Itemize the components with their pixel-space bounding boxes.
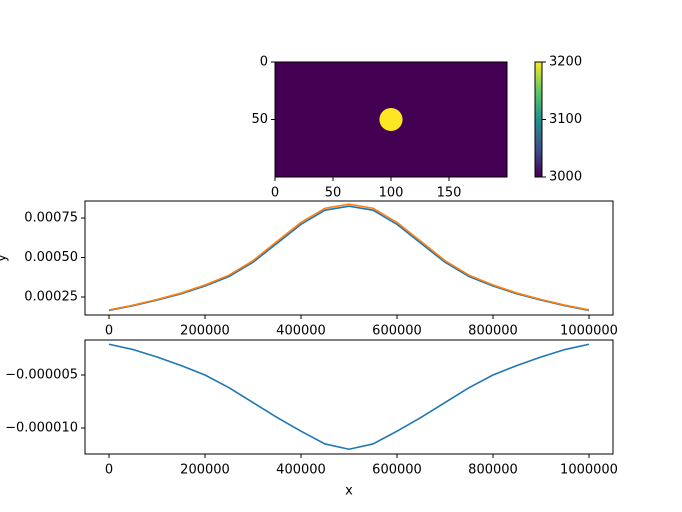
axes-frame [84, 339, 614, 455]
x-tick-label: 50 [325, 186, 342, 201]
x-tick-label: 400000 [276, 324, 326, 339]
y-tick-label: 0.00050 [24, 250, 78, 265]
y-tick-label: 0.00025 [24, 290, 78, 305]
x-tick-label: 1000000 [560, 324, 618, 339]
y-tick-label: −0.000010 [5, 421, 78, 436]
axes-frame [274, 61, 508, 178]
colorbar-tick-label: 3100 [549, 112, 582, 127]
y-tick-label: 0 [260, 55, 268, 70]
image-disk [379, 108, 403, 131]
x-tick-label: 0 [105, 463, 113, 478]
x-tick-label: 800000 [468, 324, 518, 339]
x-tick-label: 150 [437, 186, 462, 201]
y-tick-label: 0.00075 [24, 211, 78, 226]
axes-frame [84, 200, 614, 316]
x-tick-label: 200000 [180, 324, 230, 339]
colorbar [534, 61, 543, 178]
y-tick-label: −0.000005 [5, 367, 78, 382]
x-tick-label: 0 [105, 324, 113, 339]
colorbar-tick-label: 3000 [549, 170, 582, 185]
colorbar-tick-label: 3200 [549, 55, 582, 70]
x-tick-label: 400000 [276, 463, 326, 478]
x-axis-label: x [345, 484, 353, 499]
x-tick-label: 1000000 [560, 463, 618, 478]
line-series [108, 343, 590, 451]
x-tick-label: 0 [271, 186, 279, 201]
y-tick-label: 50 [251, 112, 268, 127]
x-tick-label: 800000 [468, 463, 518, 478]
x-tick-label: 600000 [372, 324, 422, 339]
x-tick-label: 600000 [372, 463, 422, 478]
line-series [108, 205, 590, 312]
x-tick-label: 100 [379, 186, 404, 201]
y-axis-label: y [0, 254, 10, 262]
line-series [108, 203, 590, 311]
x-tick-label: 200000 [180, 463, 230, 478]
